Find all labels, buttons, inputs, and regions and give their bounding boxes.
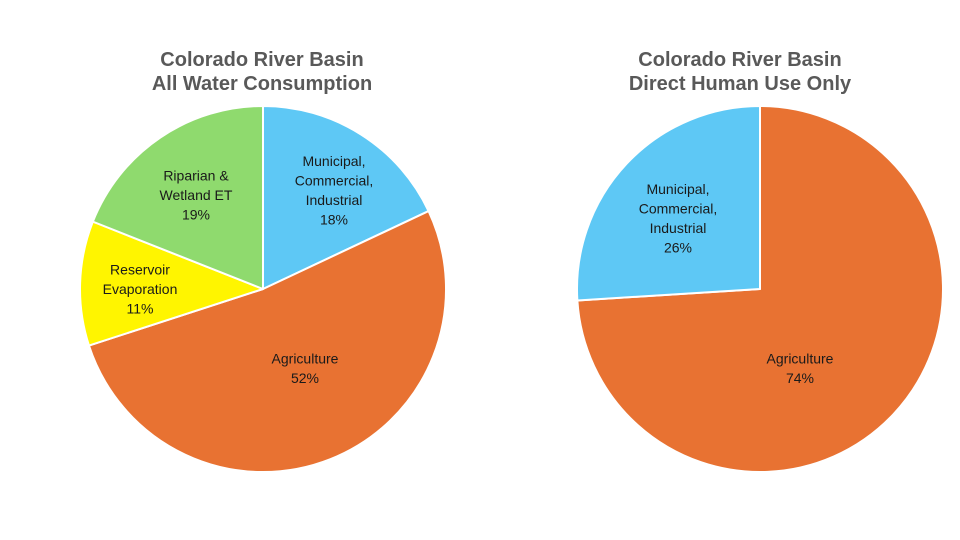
pie-slice: [87, 210, 447, 474]
chart-title-line-1: Colorado River Basin: [160, 49, 364, 71]
slice-label: Riparian & Wetland ET 19%: [160, 168, 233, 223]
slice-label: Agriculture 52%: [272, 350, 339, 386]
chart-title-line-2: Direct Human Use Only: [628, 73, 852, 95]
slice-label: Municipal, Commercial, Industrial 26%: [639, 181, 718, 256]
pie-chart-direct-human-use: Colorado River Basin Direct Human Use On…: [480, 0, 960, 540]
slice-label-line: Municipal,: [302, 153, 365, 169]
slice-label-line: 52%: [291, 370, 319, 386]
slice-label-line: 11%: [127, 301, 154, 317]
slice-label-line: Wetland ET: [160, 187, 233, 203]
slice-label-line: 19%: [182, 207, 210, 223]
slice-label-line: Commercial,: [639, 200, 718, 216]
slice-label: Municipal, Commercial, Industrial 18%: [295, 153, 374, 228]
pie-slice: [575, 105, 761, 302]
slice-label-line: Evaporation: [103, 281, 178, 297]
slice-label-line: Commercial,: [295, 172, 374, 188]
slice-label: Agriculture 74%: [767, 350, 834, 386]
slice-label-line: 74%: [786, 370, 814, 386]
slice-label: Reservoir Evaporation 11%: [103, 262, 178, 317]
slice-label-line: Reservoir: [110, 262, 170, 278]
chart-title-line-1: Colorado River Basin: [638, 49, 842, 71]
slice-label-line: Industrial: [650, 220, 707, 236]
slice-label-line: Industrial: [306, 192, 363, 208]
slice-label-line: 26%: [664, 239, 692, 255]
pie-chart-all-consumption: Colorado River Basin All Water Consumpti…: [79, 49, 447, 474]
pie-svg: Municipal, Commercial, Industrial 18% Agricu…: [79, 105, 447, 474]
chart-title: Colorado River Basin All Water Consumpti…: [22, 48, 502, 96]
chart-title-line-2: All Water Consumption: [151, 73, 373, 95]
pie-slice: [91, 105, 264, 290]
slice-label-line: Agriculture: [767, 350, 834, 366]
pie-svg: Agriculture 74% Municipal, Commercial, Indus…: [575, 105, 944, 473]
chart-title: Colorado River Basin Direct Human Use On…: [500, 48, 960, 96]
slice-label-line: Agriculture: [272, 350, 339, 366]
slice-label-line: 18%: [320, 211, 348, 227]
pie-slice: [262, 105, 430, 290]
slice-label-line: Municipal,: [646, 181, 709, 197]
pie-slice: [79, 220, 264, 347]
slice-label-line: Riparian &: [163, 168, 229, 184]
